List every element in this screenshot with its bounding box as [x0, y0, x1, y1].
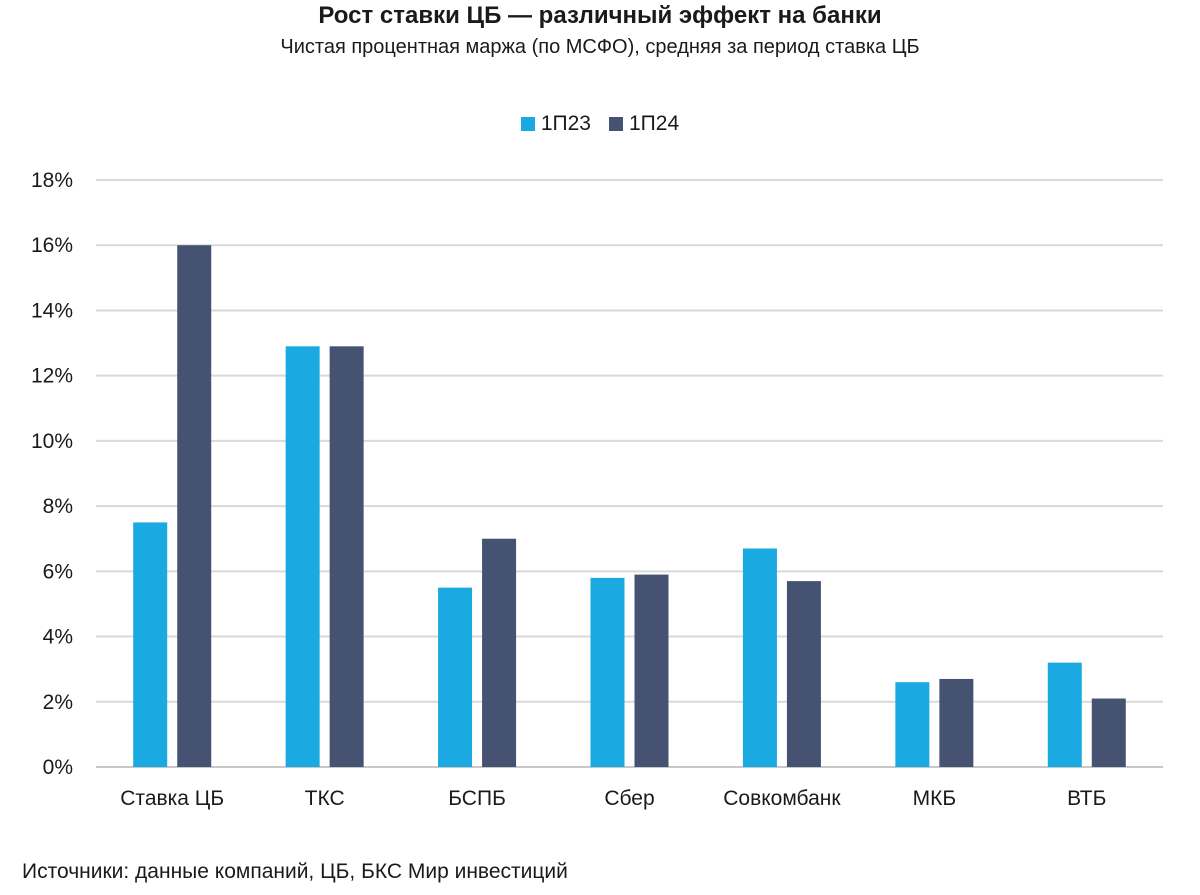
y-tick-label: 8% — [43, 495, 73, 518]
legend-swatch-1p24 — [609, 117, 623, 131]
y-tick-label: 6% — [43, 560, 73, 583]
source-note: Источники: данные компаний, ЦБ, БКС Мир … — [22, 860, 568, 883]
legend-label-1p24: 1П24 — [629, 112, 680, 135]
y-tick-label: 0% — [43, 756, 73, 779]
bar-1p23 — [895, 682, 930, 767]
y-tick-label: 14% — [31, 299, 73, 322]
x-tick-label: ВТБ — [1067, 787, 1106, 810]
x-tick-label: Ставка ЦБ — [120, 787, 224, 810]
legend-item-1p23: 1П23 — [520, 112, 591, 136]
bar-1p24 — [177, 245, 212, 767]
bar-1p24 — [786, 581, 821, 767]
y-tick-label: 10% — [31, 430, 73, 453]
bar-1p23 — [285, 346, 320, 767]
y-tick-label: 2% — [43, 691, 73, 714]
bar-1p23 — [590, 577, 625, 767]
x-tick-label: ТКС — [305, 787, 345, 810]
x-tick-label: МКБ — [913, 787, 957, 810]
chart-subtitle: Чистая процентная маржа (по МСФО), средн… — [280, 36, 920, 58]
y-tick-label: 4% — [43, 626, 73, 649]
bar-1p23 — [742, 548, 777, 767]
bar-1p24 — [329, 346, 364, 767]
bar-1p24 — [939, 678, 974, 767]
bar-1p23 — [438, 587, 473, 767]
x-tick-label: Совкомбанк — [723, 787, 841, 810]
bar-1p23 — [133, 522, 168, 767]
legend-swatch-1p23 — [520, 117, 535, 131]
x-tick-label: Сбер — [604, 787, 654, 810]
bar-1p23 — [1047, 662, 1082, 767]
bar-1p24 — [482, 538, 517, 767]
y-tick-label: 18% — [31, 169, 73, 192]
legend-item-1p24: 1П24 — [609, 112, 679, 136]
legend: 1П23 1П24 — [0, 112, 1200, 136]
bar-1p24 — [1091, 698, 1126, 767]
y-tick-label: 12% — [31, 365, 73, 388]
chart-title: Рост ставки ЦБ — различный эффект на бан… — [318, 2, 882, 29]
x-tick-label: БСПБ — [448, 787, 506, 810]
legend-label-1p23: 1П23 — [540, 112, 591, 135]
bar-1p24 — [634, 574, 669, 767]
y-tick-label: 16% — [31, 234, 73, 257]
